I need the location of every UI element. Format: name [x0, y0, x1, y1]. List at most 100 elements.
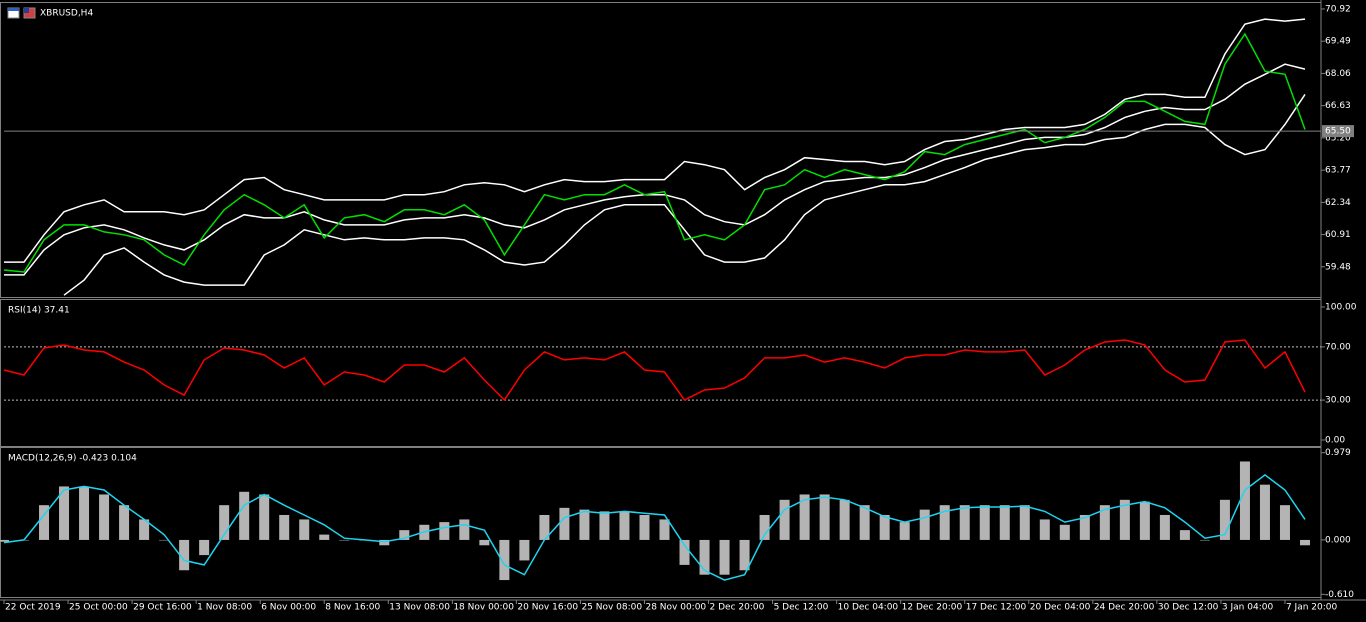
- histogram-bar: [179, 539, 190, 571]
- histogram-bar: [699, 539, 710, 575]
- histogram-bar: [339, 539, 350, 541]
- y-tick-label: 30.00: [1325, 396, 1351, 406]
- x-tick-label: 20 Dec 04:00: [1030, 603, 1091, 613]
- histogram-bar: [119, 505, 130, 540]
- x-tick-label: 5 Dec 12:00: [774, 603, 829, 613]
- y-tick-label: 0.979: [1325, 448, 1351, 458]
- histogram-bar: [439, 522, 450, 540]
- y-tick-label: 62.34: [1325, 198, 1351, 208]
- y-tick-label: 68.06: [1325, 69, 1351, 79]
- y-tick-label: 65.20: [1325, 133, 1351, 143]
- histogram-bar: [579, 509, 590, 540]
- histogram-bar: [759, 514, 770, 540]
- histogram-bar: [259, 494, 270, 540]
- histogram-bar: [1019, 505, 1030, 540]
- panel-frame: [0, 299, 1322, 447]
- histogram-bar: [139, 519, 150, 540]
- y-tick-label: 60.91: [1325, 230, 1351, 240]
- histogram-bar: [79, 486, 90, 540]
- x-tick-label: 10 Dec 04:00: [838, 603, 899, 613]
- x-tick-label: 30 Dec 12:00: [1158, 603, 1219, 613]
- x-tick-label: 29 Oct 16:00: [133, 603, 192, 613]
- histogram-bar: [1219, 499, 1230, 540]
- price-box: [1322, 125, 1354, 138]
- x-tick-label: 1 Nov 08:00: [197, 603, 252, 613]
- panel-title: XBRUSD,H4: [40, 9, 93, 19]
- window-icon-bar: [8, 8, 19, 11]
- y-tick-label: 100.00: [1325, 302, 1357, 312]
- histogram-bar: [839, 499, 850, 540]
- panel-title: MACD(12,26,9) -0.423 0.104: [8, 454, 137, 464]
- histogram-bar: [479, 539, 490, 546]
- histogram-bar: [559, 507, 570, 540]
- histogram-bar: [819, 494, 830, 540]
- x-tick-label: 17 Dec 12:00: [966, 603, 1027, 613]
- histogram-bar: [299, 519, 310, 540]
- flag-icon-canton: [24, 8, 29, 13]
- y-tick-label: 66.63: [1325, 101, 1351, 111]
- y-tick-label: 0.000: [1325, 535, 1351, 545]
- histogram-bar: [59, 486, 70, 540]
- panel-title: RSI(14) 37.41: [8, 306, 70, 316]
- x-tick-label: 25 Nov 08:00: [581, 603, 642, 613]
- histogram-bar: [499, 539, 510, 581]
- histogram-bar: [1079, 514, 1090, 540]
- x-tick-label: 28 Nov 00:00: [645, 603, 706, 613]
- histogram-bar: [619, 511, 630, 540]
- histogram-bar: [859, 505, 870, 540]
- histogram-bar: [879, 514, 890, 540]
- histogram-bar: [779, 499, 790, 540]
- y-tick-label: 70.92: [1325, 4, 1351, 14]
- series-line: [4, 18, 1306, 263]
- x-tick-label: 25 Oct 00:00: [69, 603, 128, 613]
- histogram-bar: [379, 539, 390, 546]
- y-tick-label: 59.48: [1325, 262, 1351, 272]
- x-tick-label: 3 Jan 04:00: [1222, 603, 1274, 613]
- histogram-bar: [1039, 519, 1050, 540]
- x-tick-label: 7 Jan 20:00: [1286, 603, 1338, 613]
- histogram-bar: [1259, 484, 1270, 540]
- x-tick-label: 20 Nov 16:00: [517, 603, 578, 613]
- y-tick-label: 63.77: [1325, 166, 1351, 176]
- y-tick-label: -0.610: [1325, 590, 1354, 600]
- histogram-bar: [239, 491, 250, 540]
- histogram-bar: [459, 519, 470, 540]
- histogram-bar: [719, 539, 730, 575]
- histogram-bar: [539, 514, 550, 540]
- histogram-bar: [319, 534, 330, 540]
- histogram-bar: [1279, 505, 1290, 540]
- histogram-bar: [1139, 501, 1150, 540]
- histogram-bar: [1119, 499, 1130, 540]
- series-line: [3, 339, 1306, 402]
- histogram-bar: [99, 494, 110, 540]
- price-label: 65.50: [1325, 127, 1351, 137]
- histogram-bar: [919, 509, 930, 540]
- histogram-bar: [219, 505, 230, 540]
- histogram-bar: [1179, 530, 1190, 540]
- histogram-bar: [159, 539, 170, 541]
- histogram-bar: [1159, 514, 1170, 540]
- histogram-bar: [1059, 524, 1070, 540]
- histogram-bar: [599, 511, 610, 540]
- x-tick-label: 6 Nov 00:00: [261, 603, 316, 613]
- series-line: [3, 32, 1306, 273]
- histogram-bar: [999, 505, 1010, 540]
- x-tick-label: 13 Nov 08:00: [389, 603, 450, 613]
- histogram-bar: [979, 505, 990, 540]
- y-tick-label: 69.49: [1325, 37, 1351, 47]
- x-tick-label: 24 Dec 20:00: [1094, 603, 1155, 613]
- x-tick-label: 2 Dec 20:00: [710, 603, 765, 613]
- series-line: [63, 93, 1306, 296]
- histogram-bar: [659, 519, 670, 540]
- histogram-bar: [939, 505, 950, 540]
- series-line: [3, 473, 1306, 581]
- histogram-bar: [399, 530, 410, 540]
- y-tick-label: 70.00: [1325, 342, 1351, 352]
- x-tick-label: 22 Oct 2019: [5, 603, 61, 613]
- histogram-bar: [739, 539, 750, 571]
- histogram-bar: [1239, 461, 1250, 540]
- histogram-bar: [1099, 505, 1110, 540]
- panel-frame: [0, 447, 1322, 598]
- histogram-bar: [799, 494, 810, 540]
